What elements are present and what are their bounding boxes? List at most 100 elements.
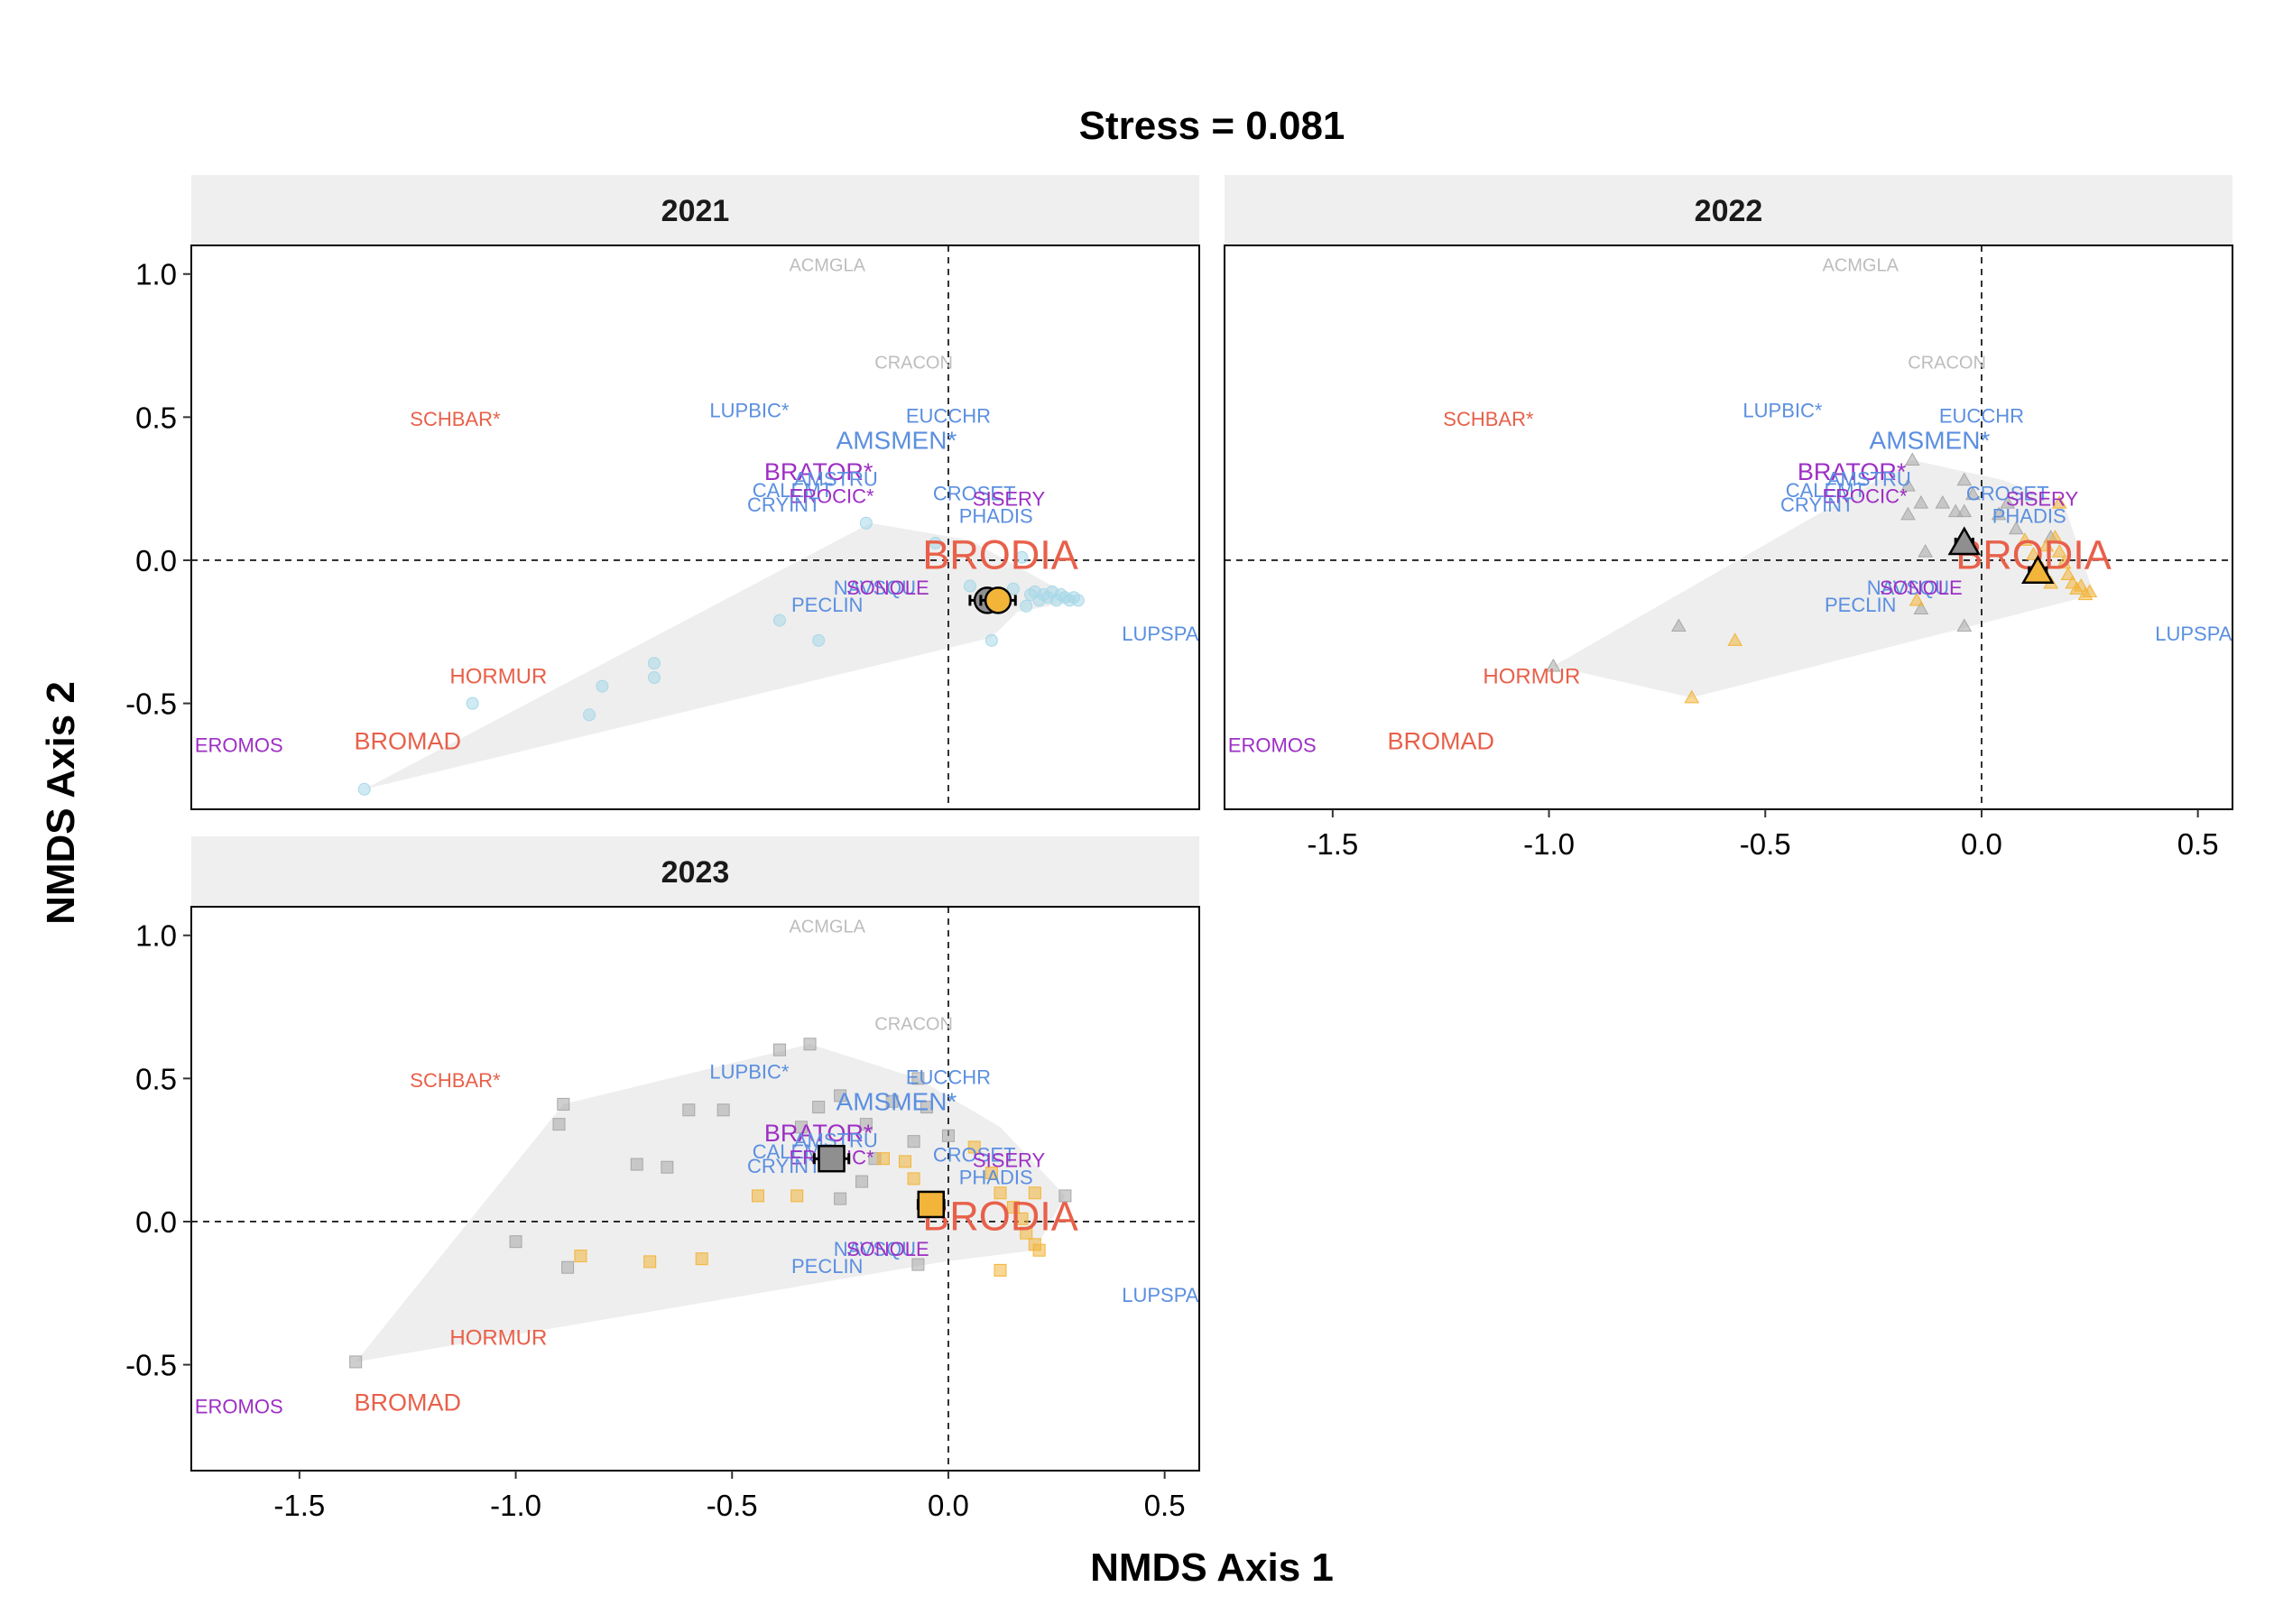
data-point — [941, 1129, 955, 1142]
plot-title: Stress = 0.081 — [1079, 104, 1345, 148]
data-point — [2073, 578, 2089, 592]
species-label: AMSTRU — [794, 467, 878, 490]
data-point — [1956, 472, 1973, 486]
x-tick-label: -1.0 — [490, 1489, 541, 1522]
species-label: CALEMT — [1786, 479, 1866, 502]
data-point — [812, 633, 826, 647]
species-label: AMSTRU — [1827, 467, 1911, 490]
species-label: EROCIC* — [1822, 485, 1908, 508]
data-point — [834, 1089, 847, 1103]
species-label: LUPBIC* — [709, 1060, 789, 1083]
data-point — [984, 1167, 998, 1180]
species-label: NAVSQU — [1867, 577, 1949, 599]
x-tick-label: 0.5 — [1144, 1489, 1186, 1522]
data-point — [1671, 618, 1687, 632]
species-label: SONOLE — [1880, 577, 1963, 599]
data-point — [911, 1258, 925, 1271]
data-point — [994, 1186, 1007, 1200]
panel-2023: 2023 ACMGLA CRACON SCHBAR* LUPBIC* EUCCHRAMSM… — [125, 836, 1200, 1522]
panel-border — [1224, 245, 2233, 810]
data-point — [920, 1101, 933, 1114]
data-point — [790, 1189, 804, 1203]
x-tick-label: -1.0 — [1523, 827, 1575, 861]
species-label: LUPSPA — [2155, 623, 2232, 645]
data-point — [2048, 530, 2063, 543]
species-label: CRACON — [874, 353, 953, 373]
data-point — [1684, 689, 1700, 704]
species-label: ACMGLA — [789, 918, 865, 937]
species-label: PHADIS — [1992, 505, 2066, 528]
species-label: BRODIA — [922, 532, 1078, 578]
species-label: LUPSPA — [1122, 1284, 1199, 1306]
data-point — [596, 679, 609, 693]
species-label: EUCCHR — [906, 405, 991, 428]
data-point — [583, 708, 596, 722]
data-point — [1032, 1243, 1046, 1257]
y-tick-label: -0.5 — [125, 687, 177, 721]
data-point — [803, 1038, 817, 1051]
data-point — [1546, 658, 1561, 672]
species-label: AMSMEN* — [837, 1087, 957, 1115]
species-label: SISERY — [2006, 488, 2079, 511]
data-point — [1020, 1226, 1033, 1240]
species-label: PECLIN — [791, 1255, 863, 1278]
data-point — [859, 516, 873, 530]
species-label: SISERY — [973, 1149, 1046, 1172]
species-label: SONOLE — [846, 577, 929, 599]
data-point — [1965, 486, 1981, 501]
y-tick-label: -0.5 — [125, 1349, 177, 1382]
data-point — [1900, 506, 1916, 521]
species-label: LUPBIC* — [1742, 399, 1822, 421]
species-label: CROSET — [933, 1143, 1016, 1166]
centroid-gray — [818, 1144, 846, 1173]
species-label: BROMAD — [354, 727, 461, 754]
centroid-gray — [1947, 526, 1982, 556]
data-point — [752, 1189, 765, 1203]
data-point — [647, 657, 661, 670]
data-point — [1918, 543, 1933, 558]
species-label: AMSMEN* — [837, 426, 957, 454]
data-point — [907, 1172, 920, 1186]
species-label: CROSET — [1966, 482, 2049, 504]
species-label: EROMOS — [1228, 734, 1317, 757]
species-label: SCHBAR* — [1443, 408, 1534, 430]
data-point — [994, 1263, 1007, 1277]
x-tick-label: 0.5 — [2177, 827, 2219, 861]
species-label: SCHBAR* — [410, 1069, 501, 1092]
facet-strip-label: 2021 — [661, 194, 730, 228]
centroid-orange — [2021, 555, 2055, 585]
data-point — [1028, 1186, 1041, 1200]
data-point — [1058, 1189, 1072, 1203]
data-point — [963, 579, 976, 593]
data-point — [695, 1252, 708, 1266]
species-label: ACMGLA — [789, 256, 865, 276]
species-label: CRYINT — [747, 494, 821, 516]
species-label: EUCCHR — [1939, 405, 2024, 428]
y-axis-title: NMDS Axis 2 — [39, 681, 83, 925]
species-label: AMSMEN* — [1870, 426, 1991, 454]
species-label: LUPBIC* — [709, 399, 789, 421]
data-point — [1020, 599, 1033, 613]
data-point — [574, 1250, 587, 1263]
species-label: CALEMT — [753, 479, 833, 502]
y-tick-label: 1.0 — [135, 258, 177, 291]
data-point — [772, 614, 786, 627]
data-point — [1071, 594, 1085, 607]
data-point — [1900, 478, 1916, 492]
convex-hull — [356, 1044, 1066, 1362]
data-point — [661, 1160, 674, 1174]
data-point — [812, 1101, 826, 1114]
y-tick-label: 0.0 — [135, 544, 177, 577]
species-label: BROMAD — [1387, 727, 1494, 754]
data-point — [557, 1097, 570, 1111]
data-point — [1006, 582, 1020, 595]
data-point — [466, 697, 479, 710]
data-point — [716, 1103, 730, 1117]
data-point — [2051, 495, 2067, 509]
data-point — [1913, 495, 1929, 509]
data-point — [2060, 567, 2076, 580]
panel-border — [190, 906, 1200, 1472]
facet-strip-label: 2022 — [1695, 194, 1763, 228]
panel-2022: 2022 ACMGLA CRACON SCHBAR* LUPBIC* EUCCHRAMSM… — [1224, 175, 2233, 861]
